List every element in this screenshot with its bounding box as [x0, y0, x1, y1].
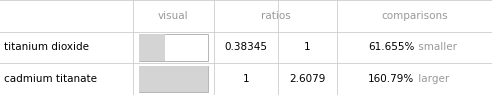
Text: 0.38345: 0.38345 [224, 42, 268, 53]
Text: ratios: ratios [261, 11, 290, 21]
Bar [139, 66, 208, 92]
Text: smaller: smaller [414, 42, 457, 53]
Text: cadmium titanate: cadmium titanate [4, 74, 97, 84]
Bar [139, 34, 165, 61]
Text: 61.655%: 61.655% [368, 42, 414, 53]
Text: titanium dioxide: titanium dioxide [4, 42, 89, 53]
Text: 160.79%: 160.79% [368, 74, 414, 84]
Text: larger: larger [414, 74, 449, 84]
Text: 2.6079: 2.6079 [289, 74, 326, 84]
Text: 1: 1 [304, 42, 311, 53]
Bar [139, 34, 208, 61]
Text: comparisons: comparisons [381, 11, 448, 21]
Bar [139, 66, 208, 92]
Text: 1: 1 [243, 74, 249, 84]
Text: visual: visual [158, 11, 189, 21]
